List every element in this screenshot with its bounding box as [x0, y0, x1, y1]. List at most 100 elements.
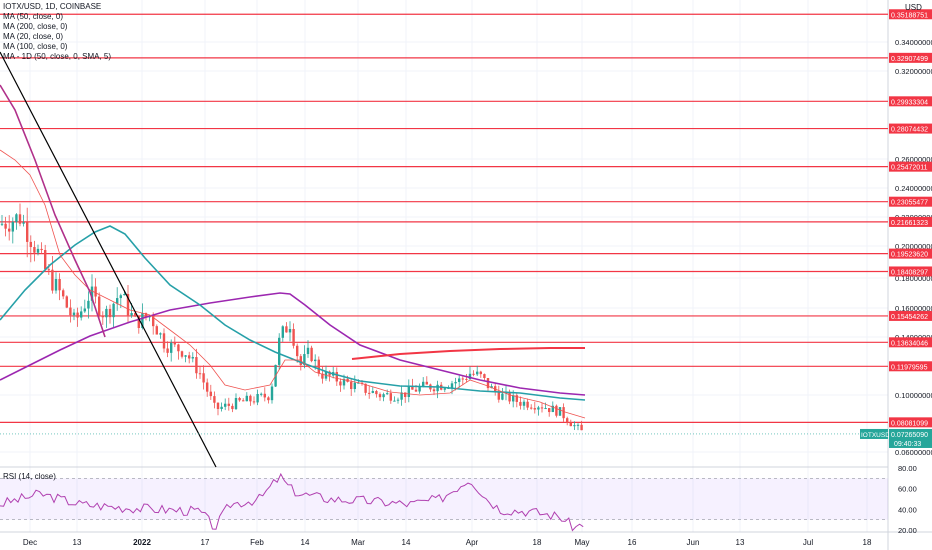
candle-body [72, 312, 76, 316]
candle-body [458, 378, 461, 382]
study-ma-50[interactable]: MA (50, close, 0) [3, 12, 64, 21]
candle-body [562, 407, 565, 419]
ma-1d-line[interactable] [351, 347, 585, 360]
candle-body [263, 393, 266, 398]
candle-body [159, 333, 162, 335]
candle-body [116, 298, 119, 304]
level-price-tag [889, 310, 932, 321]
price-tick-label: 0.16000000 [895, 304, 932, 313]
candle-body [105, 308, 108, 318]
candle-body [537, 407, 540, 410]
level-price-tag [889, 123, 932, 134]
candle-body [296, 345, 299, 357]
ma-200-line[interactable] [0, 292, 586, 396]
current-price-tag[interactable]: IOTXUSD 0.07265090 09:40:33 [860, 428, 932, 448]
candle-body [58, 278, 61, 291]
horizontal-levels[interactable]: 0.35188751 0.32907499 0.29933304 0.28074432… [0, 9, 932, 428]
candle-body [94, 286, 97, 297]
rsi-legend[interactable]: RSI (14, close) [3, 472, 56, 481]
rsi-tick-label: 80.00 [898, 464, 917, 473]
candle-body [65, 296, 68, 308]
candle-body [202, 373, 205, 383]
level-price-label: 0.21661323 [891, 220, 928, 227]
candle-body [180, 351, 184, 357]
currency-label: USD [905, 3, 922, 12]
rsi-tick-label: 20.00 [898, 526, 917, 535]
candle-body [29, 241, 32, 248]
ma-20-line[interactable] [0, 149, 586, 419]
time-tick-label: 14 [402, 538, 411, 547]
level-price-tag [889, 52, 932, 63]
study-ma-100[interactable]: MA (100, close, 0) [3, 42, 68, 51]
candle-body [15, 214, 18, 222]
study-ma-200[interactable]: MA (200, close, 0) [3, 22, 68, 31]
candle-body [22, 222, 25, 224]
time-tick-label: 16 [628, 538, 637, 547]
candle-body [209, 391, 212, 397]
candle-body [389, 393, 392, 401]
rsi-tick-label: 40.00 [898, 505, 917, 514]
study-ma-1d[interactable]: MA - 1D (50, close, 0, SMA, 5) [3, 52, 112, 61]
candle-body [238, 397, 241, 401]
candle-body [432, 389, 436, 392]
candle-body [486, 377, 490, 389]
candle-body [224, 403, 227, 407]
trend-line[interactable] [0, 51, 217, 468]
level-price-label: 0.28074432 [891, 127, 928, 134]
candle-body [8, 228, 11, 232]
candle-body [292, 328, 295, 346]
level-price-tag [889, 248, 932, 259]
grid [0, 0, 888, 532]
price-tick-label: 0.20000000 [895, 242, 932, 251]
candle-body [83, 308, 86, 312]
candle-body [339, 381, 342, 386]
ma-50-line[interactable] [0, 225, 586, 401]
candle-body [166, 348, 169, 353]
time-tick-label: 18 [863, 538, 872, 547]
candles[interactable] [0, 203, 583, 431]
level-price-label: 0.32907499 [891, 56, 928, 63]
candle-body [184, 355, 187, 357]
candle-body [483, 374, 486, 378]
candle-body [26, 222, 29, 242]
candle-body [321, 373, 324, 379]
candle-body [573, 425, 576, 427]
candle-body [414, 389, 418, 392]
rsi-pane[interactable]: 80.00 60.00 40.00 20.00 [0, 464, 917, 535]
candle-body [443, 388, 446, 390]
candle-body [62, 290, 65, 297]
symbol-tag-bg [860, 428, 888, 439]
candle-body [404, 392, 407, 397]
candle-body [368, 392, 371, 394]
candle-body [90, 286, 94, 301]
level-price-label: 0.08081099 [891, 420, 928, 427]
candle-body [393, 400, 396, 402]
candle-body [227, 403, 230, 406]
candle-body [220, 406, 223, 410]
candle-body [465, 378, 468, 380]
candle-body [450, 383, 454, 388]
candle-body [490, 386, 493, 389]
candle-body [310, 347, 313, 362]
ma-100-line[interactable] [0, 84, 106, 338]
candle-body [108, 308, 112, 318]
candle-body [357, 382, 360, 384]
candle-body [558, 407, 562, 416]
candle-body [249, 395, 252, 402]
candle-body [519, 401, 522, 406]
candle-body [216, 402, 220, 410]
symbol-title[interactable]: IOTX/USD, 1D, COINBASE [3, 2, 102, 11]
time-axis[interactable]: Dec 13 2022 17 Feb 14 Mar 14 Apr 18 May 16 Jun 13 Jul 1… [23, 538, 872, 547]
candle-body [533, 408, 536, 410]
time-tick-label: Apr [466, 538, 479, 547]
candle-body [335, 372, 338, 382]
candle-body [245, 395, 248, 402]
price-tick-label: 0.34000000 [895, 38, 932, 47]
price-tick-label: 0.32000000 [895, 67, 932, 76]
candle-body [191, 357, 194, 359]
rsi-line[interactable] [0, 472, 584, 532]
candle-body [548, 408, 551, 413]
study-ma-20[interactable]: MA (20, close, 0) [3, 32, 64, 41]
level-price-label: 0.19523620 [891, 252, 928, 259]
